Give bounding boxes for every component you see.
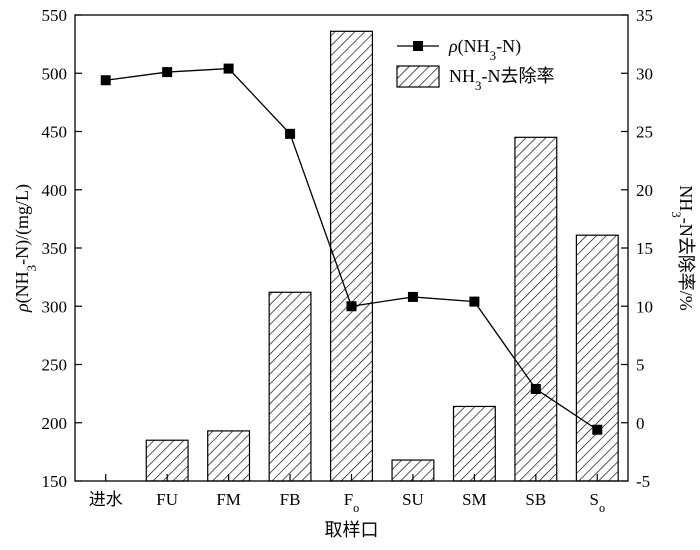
right-tick-label: -5 — [636, 472, 650, 491]
bar-FM — [207, 430, 251, 482]
x-tick-label: SU — [402, 490, 424, 509]
right-tick-label: 35 — [636, 6, 653, 25]
left-tick-label: 150 — [42, 472, 68, 491]
line-point-进水 — [100, 75, 111, 86]
legend-bar-swatch — [396, 65, 440, 88]
right-tick-label: 15 — [636, 239, 653, 258]
x-tick-label: So — [589, 490, 605, 515]
x-tick-label: FM — [216, 490, 241, 509]
left-tick-label: 300 — [42, 297, 68, 316]
line-point-SM — [469, 296, 480, 307]
x-tick-label: Fo — [344, 490, 360, 515]
right-tick-label: 25 — [636, 123, 653, 142]
bar-FB — [268, 291, 312, 482]
left-tick-label: 450 — [42, 123, 68, 142]
line-point-FU — [162, 67, 173, 78]
x-tick-label: FU — [156, 490, 178, 509]
x-tick-label: 进水 — [89, 490, 123, 509]
right-tick-label: 0 — [636, 414, 645, 433]
axes: 150 200 250 300 350 400 450 500 550 -5 0 5 10 15 20 25 3… — [12, 6, 696, 540]
right-tick-label: 10 — [636, 297, 653, 316]
right-tick-label: 5 — [636, 356, 645, 375]
bar-Fo — [330, 30, 373, 482]
legend-label-line: ρ(NH3-N) — [448, 36, 521, 63]
line-point-FM — [223, 63, 234, 74]
right-tick-label: 20 — [636, 181, 653, 200]
left-tick-label: 550 — [42, 6, 68, 25]
right-axis-title: NH3-N去除率/% — [670, 185, 697, 310]
legend-marker — [413, 41, 423, 51]
right-tick-label: 30 — [636, 64, 653, 83]
line-point-Fo — [346, 301, 357, 312]
x-tick-label: SB — [525, 490, 546, 509]
line-point-SU — [407, 291, 418, 302]
bar-SB — [514, 136, 558, 482]
left-tick-label: 250 — [42, 356, 68, 375]
x-axis-title: 取样口 — [325, 520, 379, 540]
bar-SM — [452, 405, 496, 482]
bar-So — [575, 234, 619, 482]
left-axis-title: ρ(NH3-N)/(mg/L) — [12, 184, 39, 313]
line-point-SB — [530, 383, 541, 394]
line-point-So — [592, 424, 603, 435]
legend-label-bar: NH3-N去除率 — [449, 66, 554, 93]
left-tick-label: 200 — [42, 414, 68, 433]
legend: ρ(NH3-N) NH3-N去除率 — [396, 36, 554, 93]
line-point-FB — [285, 128, 296, 139]
left-tick-label: 400 — [42, 181, 68, 200]
line-series — [100, 63, 603, 435]
left-tick-label: 350 — [42, 239, 68, 258]
x-tick-label: FB — [280, 490, 301, 509]
left-tick-label: 500 — [42, 64, 68, 83]
x-tick-label: SM — [462, 490, 487, 509]
bar-series — [145, 30, 619, 482]
